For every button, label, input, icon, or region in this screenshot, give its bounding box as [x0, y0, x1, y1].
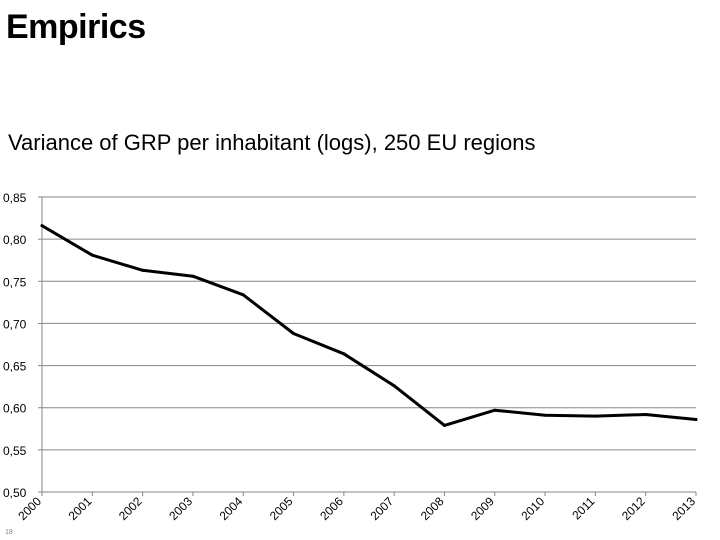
- data-point: [493, 408, 497, 412]
- series-line: [40, 224, 698, 427]
- data-point: [292, 332, 296, 336]
- gridlines: [42, 196, 696, 451]
- data-point: [392, 384, 396, 388]
- x-tick-label: 2004: [217, 494, 246, 523]
- y-tick-label: 0,65: [3, 360, 27, 374]
- slide-title: Empirics: [6, 8, 146, 46]
- data-point: [40, 224, 44, 228]
- data-point: [191, 274, 195, 278]
- x-tick-label: 2006: [317, 494, 346, 523]
- x-tick-label: 2002: [116, 494, 145, 523]
- y-tick-label: 0,55: [3, 444, 27, 458]
- data-point: [694, 418, 698, 422]
- y-tick-label: 0,75: [3, 275, 27, 289]
- data-point: [342, 352, 346, 356]
- x-tick-label: 2001: [66, 494, 95, 523]
- y-tick-label: 0,50: [3, 486, 27, 500]
- data-point: [644, 412, 648, 416]
- x-tick-label: 2003: [166, 494, 195, 523]
- x-tick-label: 2007: [367, 494, 396, 523]
- data-point: [141, 268, 145, 272]
- x-tick-label: 2011: [569, 494, 597, 522]
- axes: [38, 196, 697, 496]
- series: [40, 224, 698, 427]
- x-tick-label: 2009: [468, 494, 497, 523]
- y-tick-label: 0,80: [3, 233, 27, 247]
- x-tick-label: 2008: [418, 494, 447, 523]
- y-tick-label: 0,70: [3, 317, 27, 331]
- data-point: [241, 293, 245, 297]
- y-tick-label: 0,60: [3, 402, 27, 416]
- data-point: [593, 414, 597, 418]
- data-point: [543, 413, 547, 417]
- x-tick-label: 2013: [669, 494, 698, 523]
- y-tick-label: 0,85: [3, 191, 27, 205]
- data-point: [442, 423, 446, 427]
- y-tick-labels: 0,50 0,55 0,60 0,65 0,70 0,75 0,80 0,85: [3, 191, 27, 500]
- data-point: [90, 253, 94, 257]
- x-tick-labels: 2000 2001 2002 2003 2004 2005 2006 2007 2008 2009…: [15, 494, 698, 523]
- chart-title: Variance of GRP per inhabitant (logs), 2…: [8, 130, 536, 155]
- x-tick-label: 2012: [619, 494, 648, 523]
- x-tick-label: 2005: [267, 494, 296, 523]
- slide-number: 18: [5, 529, 13, 536]
- x-tick-label: 2010: [518, 494, 547, 523]
